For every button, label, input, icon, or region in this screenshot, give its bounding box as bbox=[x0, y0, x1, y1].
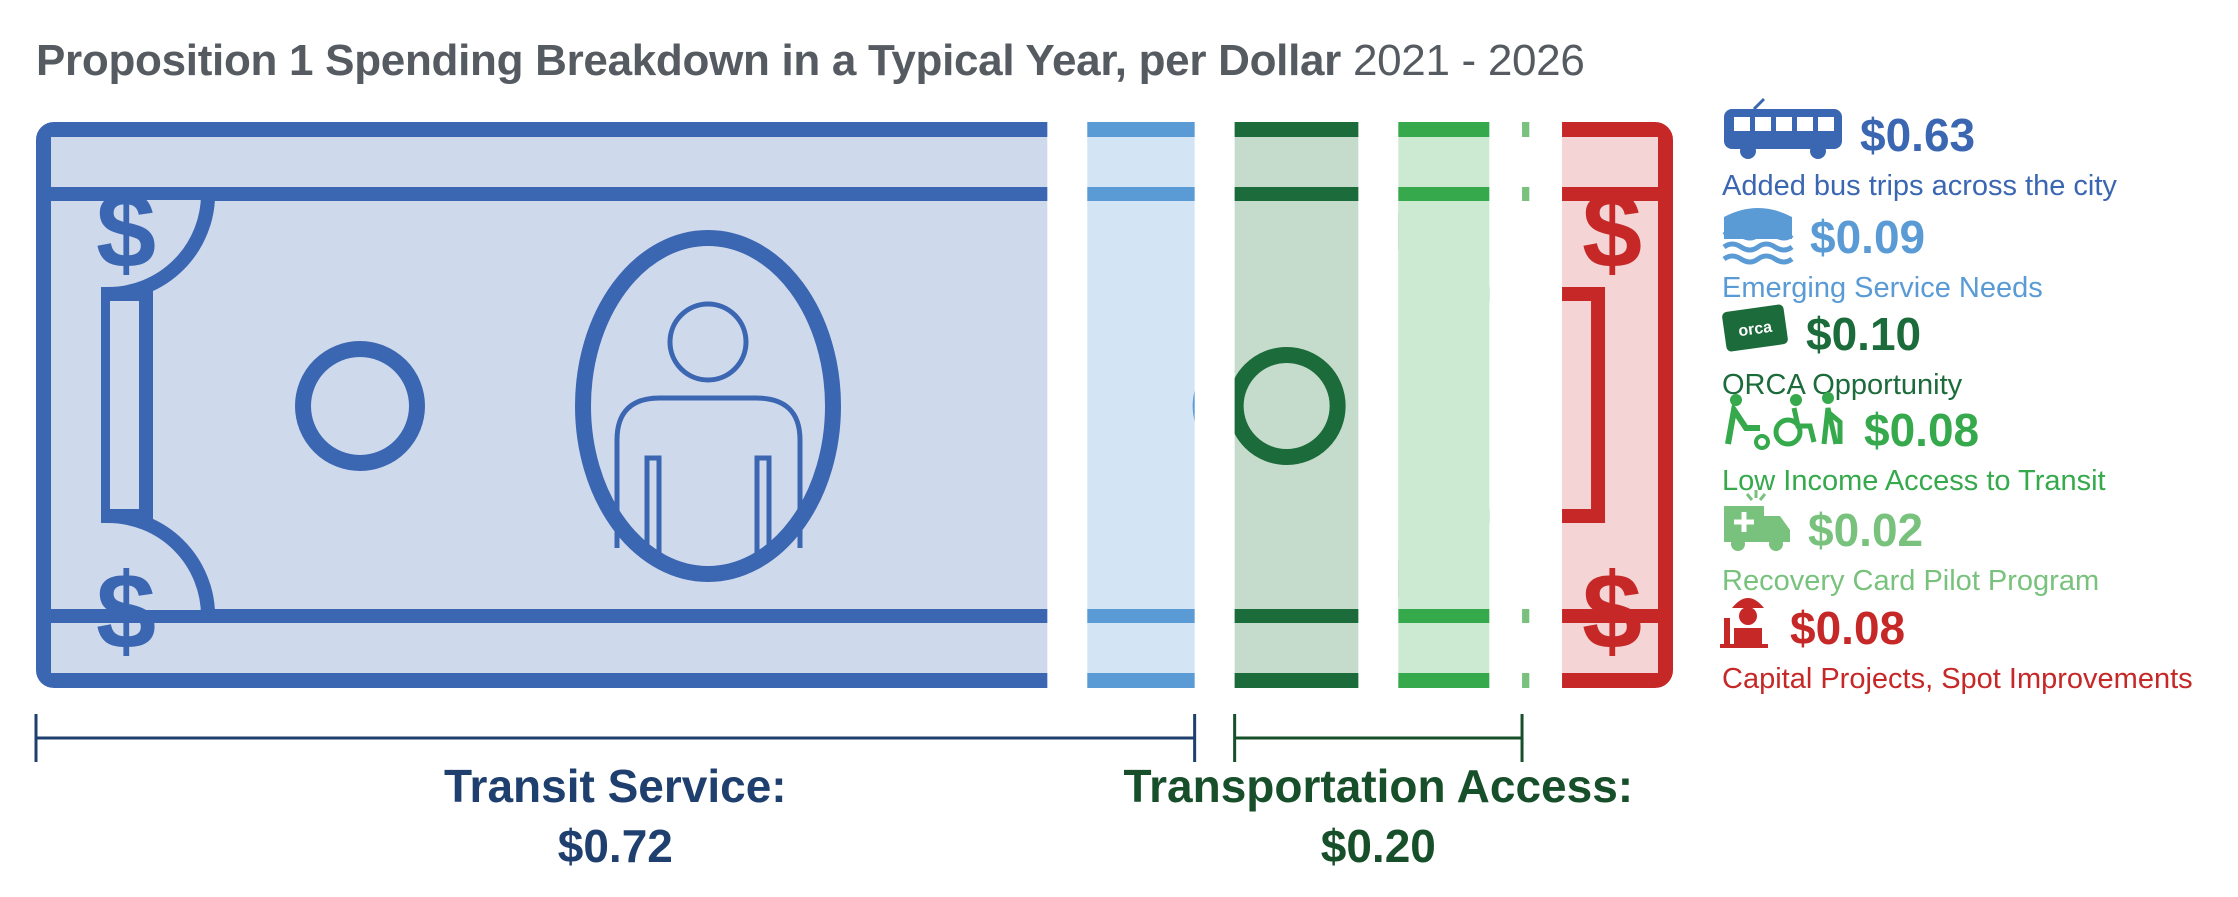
legend-value: $0.08 bbox=[1864, 404, 1979, 456]
accessibility-icon bbox=[1725, 392, 1843, 450]
legend-label: Added bus trips across the city bbox=[1722, 170, 2117, 202]
construction-worker-icon bbox=[1720, 598, 1768, 648]
legend-item-0: $0.63 Added bus trips across the city bbox=[1722, 97, 2117, 202]
title-main: Proposition 1 Spending Breakdown in a Ty… bbox=[36, 36, 1341, 85]
dollar-sign-top: $ bbox=[96, 169, 156, 290]
legend-value: $0.02 bbox=[1808, 504, 1923, 556]
svg-text:$: $ bbox=[1582, 550, 1642, 671]
legend-item-5: $0.08 Capital Projects, Spot Improvements bbox=[1720, 598, 2193, 695]
bill-circle bbox=[295, 341, 425, 471]
legend-label: Capital Projects, Spot Improvements bbox=[1722, 663, 2193, 695]
title-years: 2021 - 2026 bbox=[1352, 36, 1585, 85]
water-icon bbox=[1722, 208, 1794, 265]
dollar-sign-bottom: $ bbox=[96, 550, 156, 671]
group-value: $0.20 bbox=[1321, 820, 1436, 872]
bill-segment-3-ornament bbox=[1398, 193, 1490, 617]
group-bracket-0: Transit Service: $0.72 bbox=[34, 714, 1197, 872]
legend-value: $0.10 bbox=[1806, 308, 1921, 360]
group-name: Transit Service: bbox=[444, 760, 787, 812]
svg-text:$: $ bbox=[1582, 169, 1642, 290]
bill-segment-4 bbox=[1522, 122, 1530, 688]
legend-item-3: $0.08 Low Income Access to Transit bbox=[1722, 392, 2106, 497]
group-bracket-1: Transportation Access: $0.20 bbox=[1124, 714, 1634, 872]
legend-item-4: $0.02 Recovery Card Pilot Program bbox=[1722, 490, 2099, 597]
portrait-oval bbox=[575, 230, 841, 582]
legend-value: $0.08 bbox=[1790, 602, 1905, 654]
ambulance-icon bbox=[1724, 490, 1790, 551]
legend-label: ORCA Opportunity bbox=[1722, 369, 1963, 401]
group-value: $0.72 bbox=[558, 820, 673, 872]
orca-card-icon: orca bbox=[1722, 304, 1788, 352]
bill-segment-5 bbox=[1562, 122, 1673, 688]
legend-item-2: orca $0.10 ORCA Opportunity bbox=[1722, 304, 1963, 401]
legend-value: $0.63 bbox=[1860, 109, 1975, 161]
bus-icon bbox=[1724, 97, 1842, 159]
legend-label: Recovery Card Pilot Program bbox=[1722, 565, 2099, 597]
bill-segment-1 bbox=[1087, 122, 1195, 688]
svg-text:orca: orca bbox=[1737, 319, 1773, 341]
legend-label: Emerging Service Needs bbox=[1722, 272, 2043, 304]
group-name: Transportation Access: bbox=[1124, 760, 1634, 812]
legend-label: Low Income Access to Transit bbox=[1722, 465, 2106, 497]
legend-value: $0.09 bbox=[1810, 211, 1925, 263]
person-icon bbox=[614, 301, 803, 556]
bill-ornaments: $$ bbox=[96, 169, 841, 671]
legend-item-1: $0.09 Emerging Service Needs bbox=[1722, 208, 2043, 304]
bill-segment-5-ornament: $$ bbox=[1562, 169, 1642, 671]
bill-segment-2-ornament bbox=[1234, 347, 1346, 465]
chart-title: Proposition 1 Spending Breakdown in a Ty… bbox=[36, 36, 1585, 86]
